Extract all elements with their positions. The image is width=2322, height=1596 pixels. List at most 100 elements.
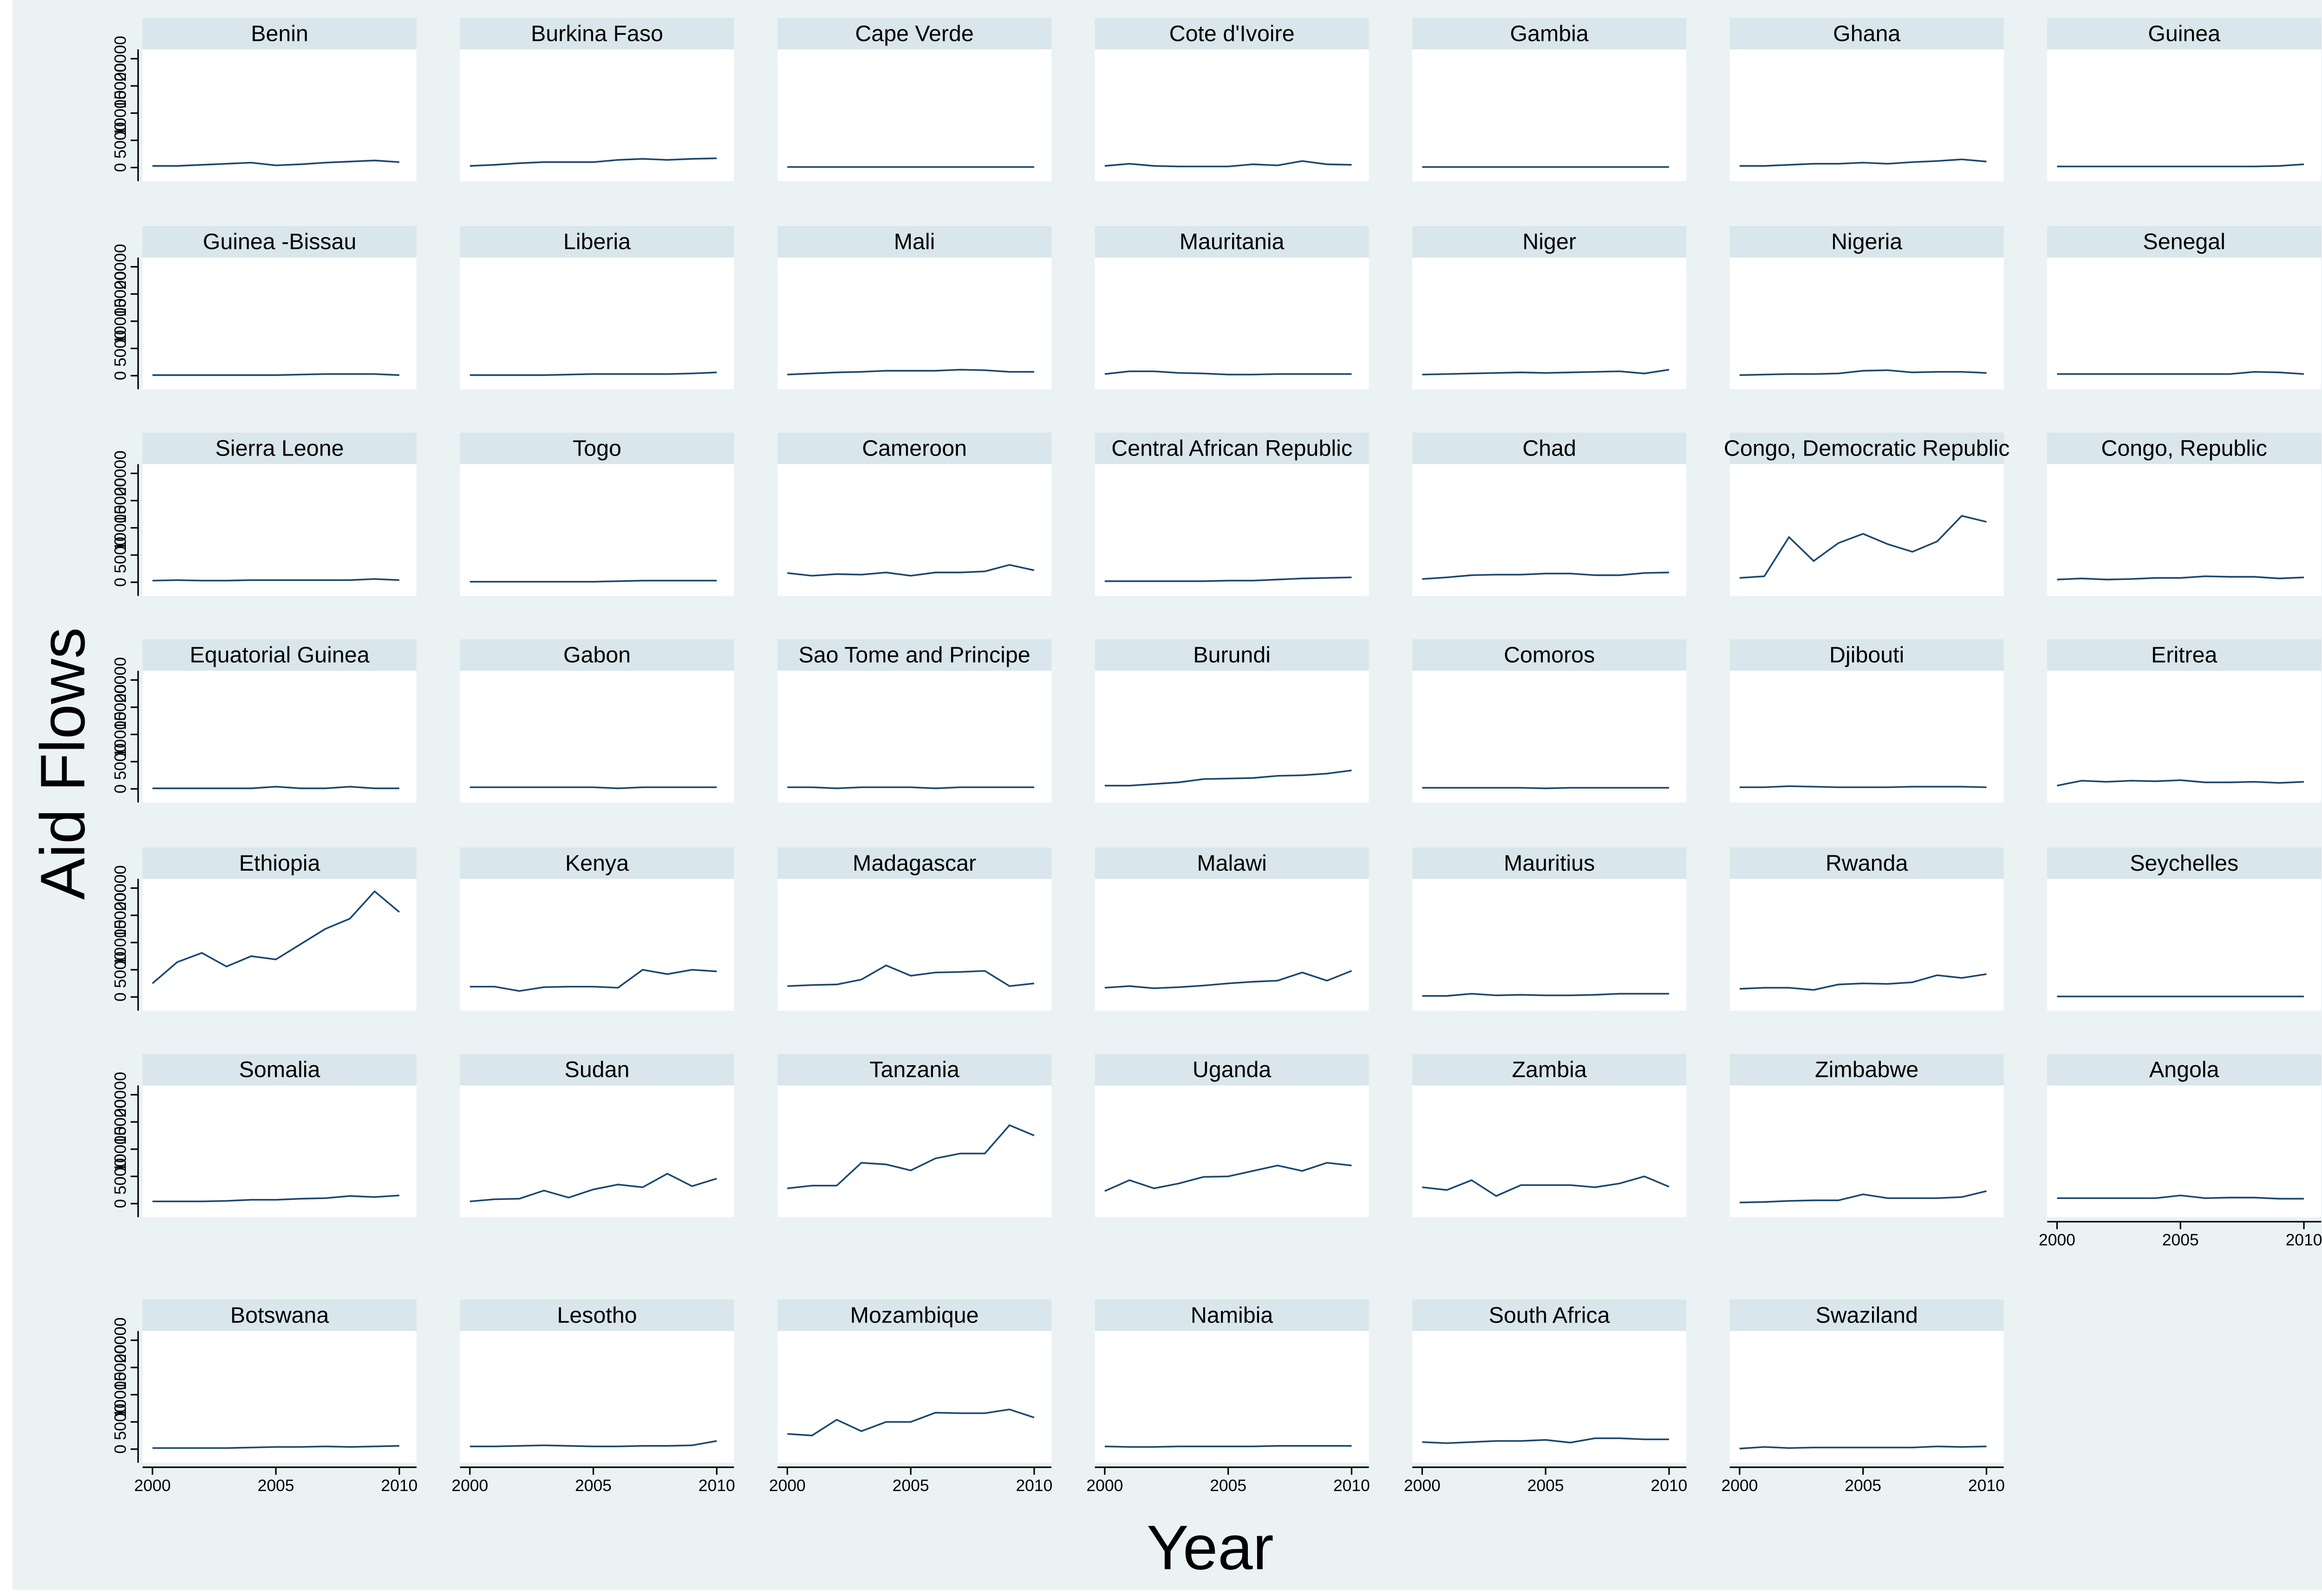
panel-title: Ghana bbox=[1833, 21, 1900, 46]
data-line bbox=[470, 1173, 717, 1203]
y-tick-label: 10000 bbox=[111, 1372, 130, 1418]
panel-title-bar bbox=[1729, 1054, 2004, 1086]
data-line bbox=[1104, 1445, 1352, 1448]
panel: Namibia 2000 2005 2010 bbox=[1086, 1299, 1370, 1495]
panel: Niger bbox=[1412, 226, 1687, 390]
y-tick-label: 5000 bbox=[111, 122, 130, 159]
panel: Swaziland 2000 2005 2010 bbox=[1722, 1299, 2005, 1495]
panel-title: Djibouti bbox=[1829, 643, 1904, 668]
y-tick-label: 0 bbox=[111, 784, 130, 794]
data-line bbox=[1739, 158, 1987, 167]
y-tick-label: 0 bbox=[111, 163, 130, 172]
plot-area bbox=[143, 49, 417, 182]
panel-title-bar bbox=[143, 432, 417, 464]
data-line bbox=[2057, 163, 2304, 168]
y-tick-label: 5000 bbox=[111, 1158, 130, 1195]
panel-title: Sudan bbox=[565, 1057, 630, 1082]
plot-area bbox=[2047, 464, 2322, 596]
panel-title-bar bbox=[2047, 226, 2322, 258]
panel-title: Mali bbox=[894, 229, 935, 254]
data-line bbox=[1104, 160, 1352, 168]
panel-title: Zimbabwe bbox=[1815, 1057, 1918, 1082]
plot-area bbox=[1412, 671, 1687, 803]
data-line bbox=[1104, 970, 1352, 990]
panel-title: Congo, Republic bbox=[2101, 436, 2267, 461]
plot-area bbox=[1729, 671, 2004, 803]
y-tick-label: 5000 bbox=[111, 1404, 130, 1440]
panel-title-bar bbox=[1729, 639, 2004, 671]
panel-title-bar bbox=[143, 1299, 417, 1331]
panel: Eritrea bbox=[2047, 639, 2322, 803]
x-tick-label: 2000 bbox=[1404, 1476, 1441, 1495]
panel-title-bar bbox=[777, 226, 1052, 258]
y-tick-label: 20000 bbox=[111, 865, 130, 911]
panel: Cameroon bbox=[777, 432, 1052, 596]
plot-area bbox=[1412, 1085, 1687, 1218]
x-tick-label: 2010 bbox=[1333, 1476, 1370, 1495]
panel-title: Cape Verde bbox=[855, 21, 973, 46]
y-tick-label: 15000 bbox=[111, 1099, 130, 1145]
panel-title: Togo bbox=[573, 436, 621, 461]
data-line bbox=[152, 1194, 399, 1203]
data-line bbox=[470, 969, 717, 992]
data-line bbox=[1104, 769, 1352, 787]
panel: Sao Tome and Principe bbox=[777, 639, 1052, 803]
panel: Gabon bbox=[460, 639, 734, 803]
plot-area bbox=[143, 671, 417, 803]
plot-area bbox=[777, 1085, 1052, 1218]
y-tick-label: 0 bbox=[111, 578, 130, 587]
data-line bbox=[1739, 369, 1987, 376]
panel-title: Mozambique bbox=[850, 1303, 979, 1328]
panel-title: Nigeria bbox=[1831, 229, 1902, 254]
panel: Malawi bbox=[1095, 847, 1369, 1011]
x-tick-label: 2010 bbox=[1651, 1476, 1688, 1495]
panel-title: Uganda bbox=[1193, 1057, 1272, 1082]
y-tick-label: 15000 bbox=[111, 1345, 130, 1391]
panel-title: Equatorial Guinea bbox=[189, 643, 369, 668]
panel-title: Lesotho bbox=[557, 1303, 637, 1328]
panel-title-bar bbox=[777, 847, 1052, 879]
panel-title-bar bbox=[1729, 18, 2004, 50]
panel-title: Chad bbox=[1522, 436, 1576, 461]
panel: Ghana bbox=[1729, 18, 2004, 182]
panel-title-bar bbox=[1095, 432, 1369, 464]
panel-title: South Africa bbox=[1489, 1303, 1610, 1328]
panel: Burundi bbox=[1095, 639, 1369, 803]
panel-title-bar bbox=[2047, 1054, 2322, 1086]
panel: Mozambique 2000 2005 2010 bbox=[769, 1299, 1052, 1495]
plot-area bbox=[1095, 257, 1369, 390]
y-tick-label: 5000 bbox=[111, 537, 130, 573]
plot-area bbox=[1095, 879, 1369, 1011]
panel: Tanzania bbox=[777, 1054, 1052, 1218]
plot-area bbox=[1729, 49, 2004, 182]
data-line bbox=[470, 371, 717, 376]
panel-title-bar bbox=[460, 1054, 734, 1086]
panel-title: Tanzania bbox=[869, 1057, 959, 1082]
y-tick-label: 15000 bbox=[111, 63, 130, 109]
data-line bbox=[1739, 785, 1987, 788]
plot-area bbox=[777, 1331, 1052, 1463]
panel-title: Sierra Leone bbox=[215, 436, 344, 461]
panel-title: Mauritania bbox=[1180, 229, 1285, 254]
panel-title-bar bbox=[143, 847, 417, 879]
panel-title: Comoros bbox=[1504, 643, 1595, 668]
panel-title: Gambia bbox=[1510, 21, 1588, 46]
panel-title: Kenya bbox=[565, 851, 629, 876]
data-line bbox=[1422, 1175, 1670, 1197]
panel-title: Zambia bbox=[1512, 1057, 1587, 1082]
panel-title-bar bbox=[2047, 639, 2322, 671]
y-tick-label: 0 bbox=[111, 992, 130, 1002]
plot-area bbox=[460, 1331, 734, 1463]
x-tick-label: 2005 bbox=[2162, 1231, 2199, 1249]
plot-area bbox=[2047, 879, 2322, 1011]
plot-area bbox=[1729, 879, 2004, 1011]
plot-area bbox=[777, 257, 1052, 390]
panel-title: Seychelles bbox=[2130, 851, 2238, 876]
y-tick-label: 15000 bbox=[111, 892, 130, 938]
plot-area bbox=[1095, 1085, 1369, 1218]
panel: Liberia bbox=[460, 226, 734, 390]
y-tick-label: 15000 bbox=[111, 684, 130, 730]
